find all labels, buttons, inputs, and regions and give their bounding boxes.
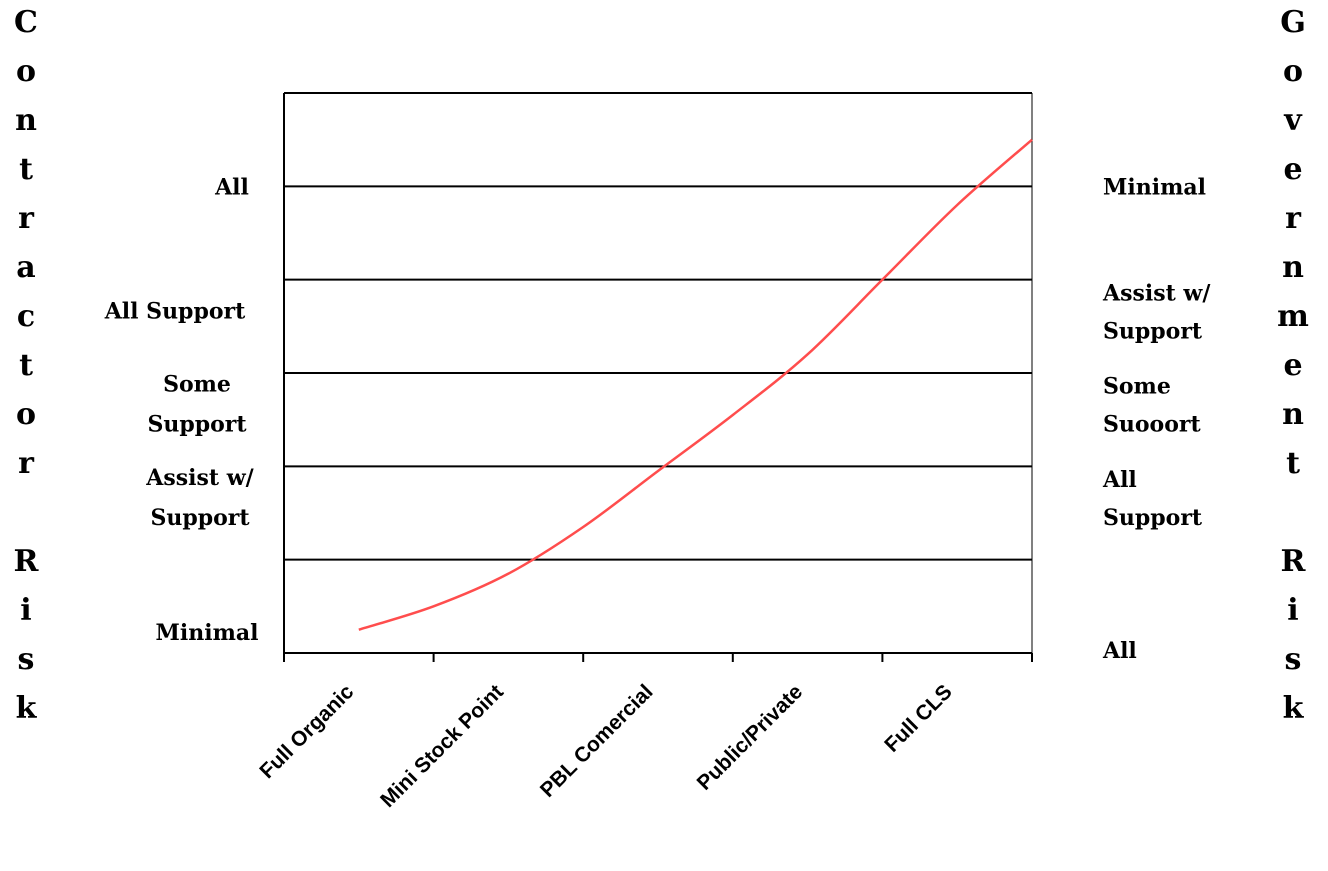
right-axis-title-glyph: v (1283, 103, 1303, 138)
left-level-label: Some (163, 372, 231, 398)
x-category-label: Full CLS (880, 680, 956, 756)
left-axis-title-glyph: R (14, 544, 40, 579)
left-axis-title-glyph: a (16, 250, 35, 285)
left-axis-title-glyph: i (20, 593, 31, 628)
right-axis-title-glyph: i (1287, 593, 1298, 628)
left-axis-title-glyph: r (18, 201, 35, 236)
right-level-label: Assist w/ (1102, 280, 1211, 306)
left-level-label: All Support (104, 298, 246, 324)
x-category-label: Public/Private (693, 680, 807, 794)
right-axis-title-glyph: s (1285, 642, 1302, 677)
right-axis-title-glyph: G (1280, 5, 1306, 40)
x-category-label: Full Organic (255, 680, 358, 783)
series-group (358, 138, 1033, 631)
left-level-label: Minimal (156, 620, 259, 646)
right-level-label: Support (1103, 318, 1203, 344)
right-axis-title-glyph: m (1277, 299, 1309, 334)
x-category-label: Mini Stock Point (376, 680, 508, 812)
left-axis-title-glyph: r (18, 446, 35, 481)
left-axis-title-glyph: o (16, 397, 36, 432)
x-category-label: PBL Comercial (536, 680, 658, 802)
left-axis-title-glyph: o (16, 54, 36, 89)
right-level-label: All (1102, 467, 1137, 493)
left-level-label: Support (150, 505, 250, 531)
left-axis-title-glyph: s (18, 642, 35, 677)
right-level-labels: All All Support Some Suooort Assist w/Support… (1102, 174, 1211, 664)
right-axis-title-glyph: r (1285, 201, 1302, 236)
right-axis-title-glyph: t (1286, 446, 1300, 481)
left-level-label: All (214, 174, 249, 200)
left-axis-title-glyph: C (14, 5, 38, 40)
right-level-label: Minimal (1103, 174, 1206, 200)
left-axis-title-glyph: n (15, 103, 37, 138)
gridlines (284, 92, 1032, 654)
left-level-labels: Minimal Assist w/Support Some Support All Su… (104, 174, 259, 646)
series-line (358, 138, 1033, 631)
right-axis-title-glyph: n (1282, 397, 1304, 432)
left-axis-title-glyph: c (17, 299, 35, 334)
x-category-labels: Full Organic Mini Stock Point PBL Comercia… (255, 680, 956, 812)
right-level-label: Some (1103, 374, 1171, 400)
left-axis-title-glyph: k (16, 691, 38, 726)
left-level-label: Support (147, 412, 247, 438)
right-level-label: Suooort (1103, 412, 1201, 438)
right-level-label: Support (1103, 505, 1203, 531)
left-axis-title-glyph: t (19, 152, 33, 187)
x-ticks (283, 653, 1033, 662)
right-axis-title-glyph: e (1283, 152, 1302, 187)
right-axis-title-glyph: e (1283, 348, 1302, 383)
right-axis-title-glyph: R (1281, 544, 1307, 579)
right-axis-title-glyph: n (1282, 250, 1304, 285)
right-axis-title-glyph: k (1283, 691, 1305, 726)
right-axis-title-glyph: o (1283, 54, 1303, 89)
left-axis-title-glyph: t (19, 348, 33, 383)
left-level-label: Assist w/ (145, 465, 254, 491)
right-level-label: All (1102, 638, 1137, 664)
